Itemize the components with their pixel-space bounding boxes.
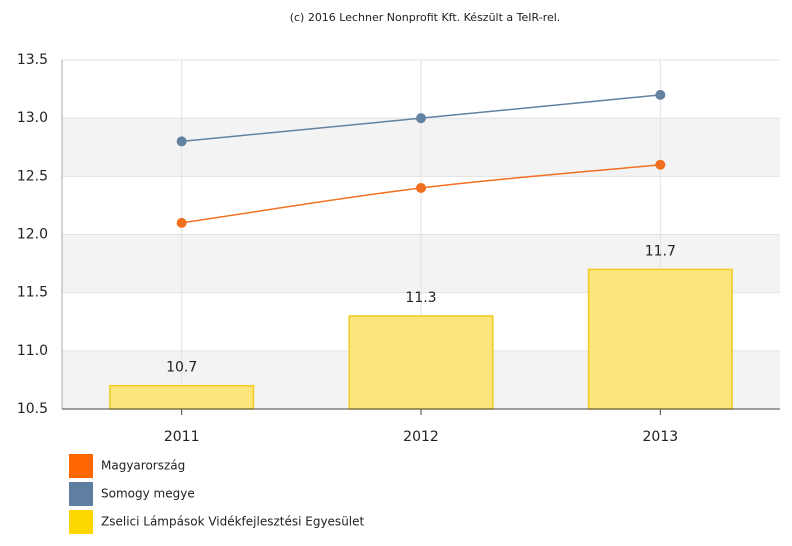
data-label: 11.7 — [645, 243, 676, 259]
y-tick-label: 12.5 — [17, 168, 48, 184]
legend-swatch — [69, 482, 93, 506]
x-tick-label: 2011 — [164, 429, 200, 445]
bar — [109, 384, 255, 410]
x-tick-label: 2013 — [643, 429, 679, 445]
point — [176, 136, 187, 147]
legend-label: Magyarország — [101, 459, 185, 473]
legend-label: Zselici Lámpások Vidékfejlesztési Egyesü… — [101, 515, 365, 529]
y-tick-label: 10.5 — [17, 401, 48, 417]
y-tick-label: 11.5 — [17, 285, 48, 301]
point — [655, 89, 666, 100]
y-tick-label: 13.5 — [17, 52, 48, 68]
x-tick-label: 2012 — [403, 429, 439, 445]
bar — [348, 315, 494, 410]
legend-label: Somogy megye — [101, 487, 195, 501]
data-label: 10.7 — [166, 360, 197, 376]
y-tick-label: 13.0 — [17, 110, 48, 126]
bar — [587, 268, 733, 410]
point — [655, 159, 666, 170]
point — [176, 217, 187, 228]
y-tick-label: 11.0 — [17, 343, 48, 359]
legend-swatch — [69, 510, 93, 534]
chart-title: (c) 2016 Lechner Nonprofit Kft. Készült … — [290, 11, 561, 24]
legend-swatch — [69, 454, 93, 478]
data-label: 11.3 — [405, 290, 436, 306]
point — [416, 182, 426, 193]
point — [416, 113, 426, 124]
y-tick-label: 12.0 — [17, 227, 48, 243]
